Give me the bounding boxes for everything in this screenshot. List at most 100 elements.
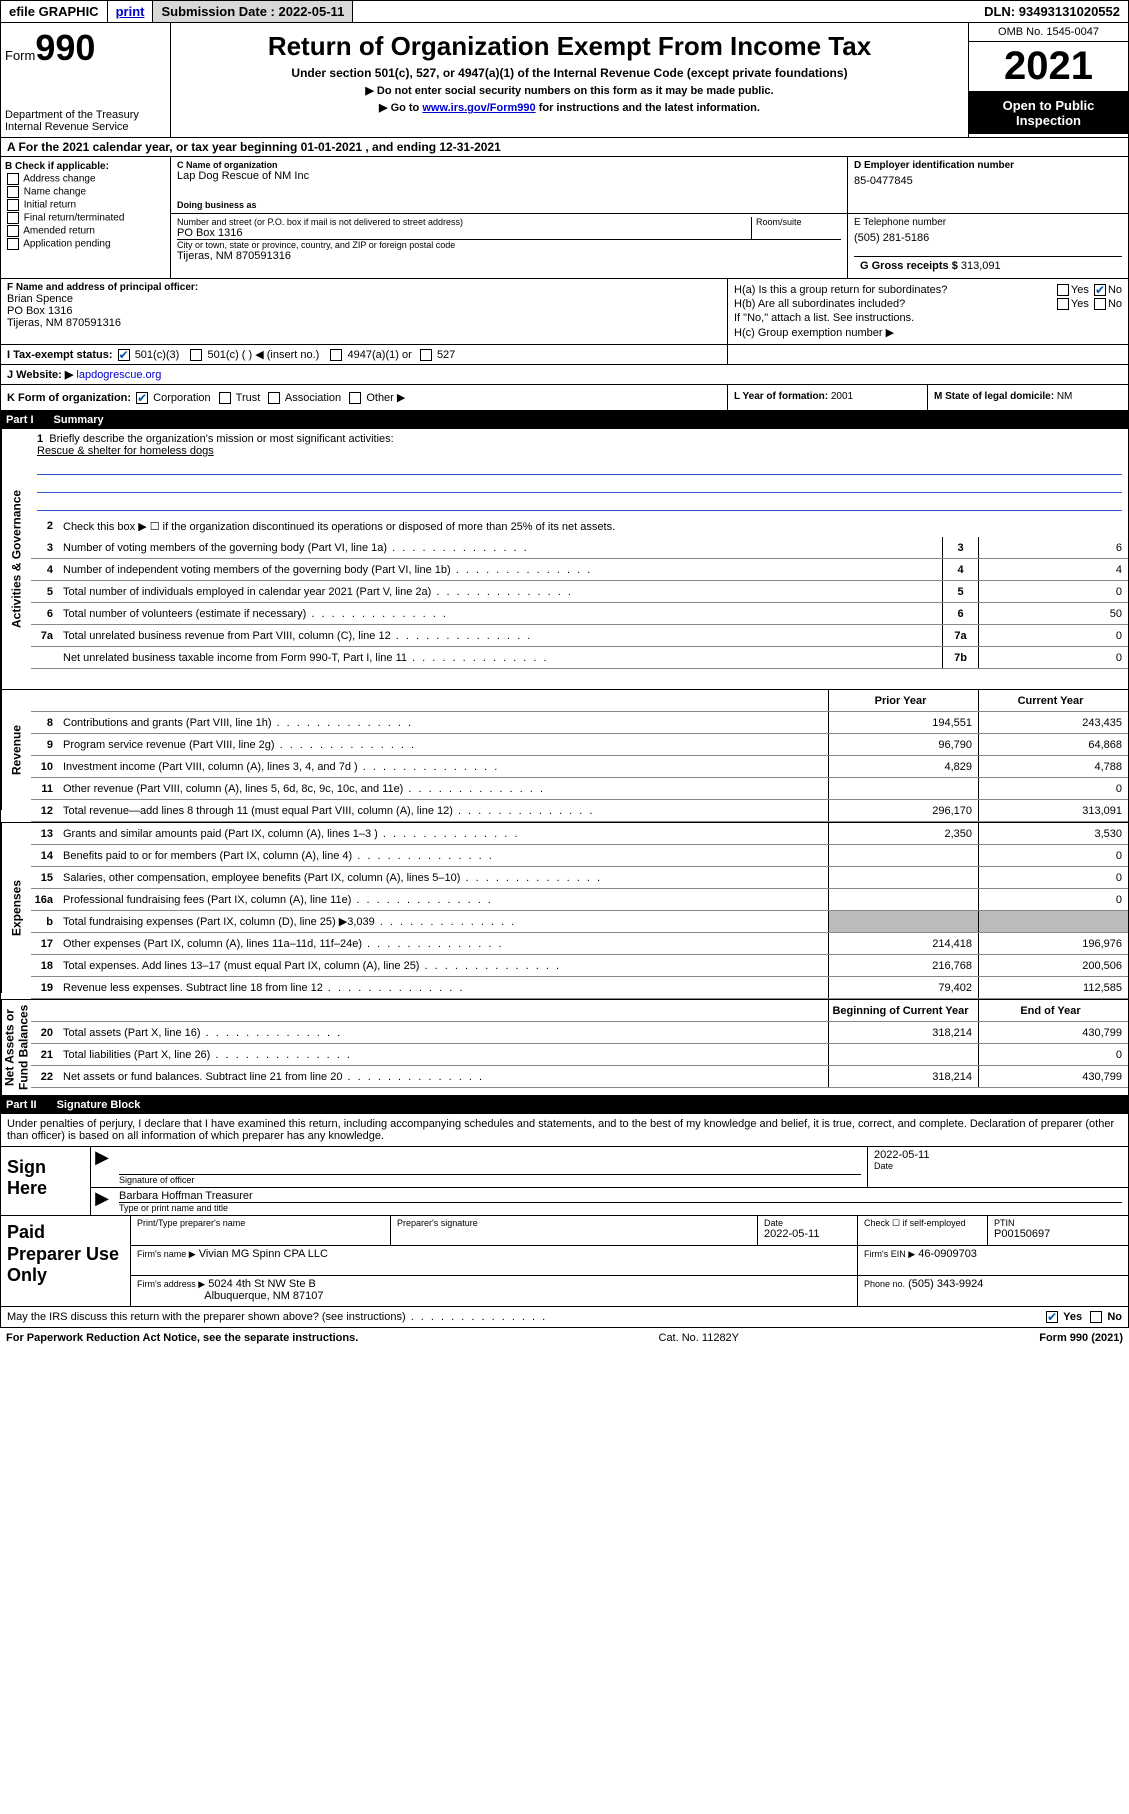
col-b-checkboxes: B Check if applicable: Address change Na… bbox=[1, 157, 171, 278]
summary-line: bTotal fundraising expenses (Part IX, co… bbox=[31, 911, 1128, 933]
discuss-yes[interactable] bbox=[1046, 1311, 1058, 1323]
summary-line: 15Salaries, other compensation, employee… bbox=[31, 867, 1128, 889]
row-j-website: J Website: ▶ lapdogrescue.org bbox=[0, 365, 1129, 385]
header-sub2: ▶ Do not enter social security numbers o… bbox=[179, 84, 960, 97]
fgh-block: F Name and address of principal officer:… bbox=[0, 279, 1129, 345]
summary-line: 4Number of independent voting members of… bbox=[31, 559, 1128, 581]
summary-line: 14Benefits paid to or for members (Part … bbox=[31, 845, 1128, 867]
sig-intro: Under penalties of perjury, I declare th… bbox=[0, 1114, 1129, 1147]
org-city: Tijeras, NM 870591316 bbox=[177, 250, 841, 262]
dln: DLN: 93493131020552 bbox=[976, 1, 1128, 22]
page-footer: For Paperwork Reduction Act Notice, see … bbox=[0, 1328, 1129, 1348]
header-mid: Return of Organization Exempt From Incom… bbox=[171, 23, 968, 137]
header-left: Form990 Department of the Treasury Inter… bbox=[1, 23, 171, 137]
cb-address-change[interactable]: Address change bbox=[5, 173, 166, 185]
form-header: Form990 Department of the Treasury Inter… bbox=[0, 23, 1129, 138]
org-name-cell: C Name of organization Lap Dog Rescue of… bbox=[171, 157, 848, 214]
cb-application-pending[interactable]: Application pending bbox=[5, 238, 166, 250]
top-bar: efile GRAPHIC print Submission Date : 20… bbox=[0, 0, 1129, 23]
header-sub3: ▶ Go to www.irs.gov/Form990 for instruct… bbox=[179, 101, 960, 114]
ein-value: 85-0477845 bbox=[854, 175, 1122, 187]
part-ii-header: Part II Signature Block bbox=[0, 1096, 1129, 1114]
submission-date: Submission Date : 2022-05-11 bbox=[153, 1, 353, 22]
summary-na: Net Assets or Fund Balances Beginning of… bbox=[0, 1000, 1129, 1096]
summary-line: Net unrelated business taxable income fr… bbox=[31, 647, 1128, 669]
row-a-taxyear: A For the 2021 calendar year, or tax yea… bbox=[0, 138, 1129, 157]
sign-here-label: Sign Here bbox=[1, 1147, 91, 1215]
form-ref: Form 990 (2021) bbox=[1039, 1332, 1123, 1344]
cb-initial-return[interactable]: Initial return bbox=[5, 199, 166, 211]
cb-501c3[interactable] bbox=[118, 349, 130, 361]
mission-block: 1 Briefly describe the organization's mi… bbox=[31, 429, 1128, 515]
summary-line: 22Net assets or fund balances. Subtract … bbox=[31, 1066, 1128, 1088]
form-number: 990 bbox=[35, 27, 95, 68]
irs-label: Internal Revenue Service bbox=[5, 121, 166, 133]
summary-line: 16aProfessional fundraising fees (Part I… bbox=[31, 889, 1128, 911]
ptin: P00150697 bbox=[994, 1228, 1122, 1240]
paid-preparer-label: Paid Preparer Use Only bbox=[1, 1216, 131, 1306]
summary-line: 21Total liabilities (Part X, line 26)0 bbox=[31, 1044, 1128, 1066]
mission-text: Rescue & shelter for homeless dogs bbox=[37, 445, 214, 457]
principal-officer: F Name and address of principal officer:… bbox=[1, 279, 728, 344]
header-sub1: Under section 501(c), 527, or 4947(a)(1)… bbox=[179, 66, 960, 80]
summary-line: 18Total expenses. Add lines 13–17 (must … bbox=[31, 955, 1128, 977]
summary-line: 7aTotal unrelated business revenue from … bbox=[31, 625, 1128, 647]
org-name: Lap Dog Rescue of NM Inc bbox=[177, 170, 841, 182]
cb-name-change[interactable]: Name change bbox=[5, 186, 166, 198]
summary-line: 13Grants and similar amounts paid (Part … bbox=[31, 823, 1128, 845]
tel-value: (505) 281-5186 bbox=[854, 232, 1122, 244]
website-link[interactable]: lapdogrescue.org bbox=[76, 369, 161, 381]
summary-rev: Revenue Prior Year Current Year 8Contrib… bbox=[0, 690, 1129, 823]
rev-header: Prior Year Current Year bbox=[31, 690, 1128, 712]
vside-exp: Expenses bbox=[1, 823, 31, 993]
h-questions: H(a) Is this a group return for subordin… bbox=[728, 279, 1128, 344]
summary-line: 12Total revenue—add lines 8 through 11 (… bbox=[31, 800, 1128, 822]
summary-line: 5Total number of individuals employed in… bbox=[31, 581, 1128, 603]
cb-amended-return[interactable]: Amended return bbox=[5, 225, 166, 237]
summary-line: 20Total assets (Part X, line 16)318,2144… bbox=[31, 1022, 1128, 1044]
summary-line: 3Number of voting members of the governi… bbox=[31, 537, 1128, 559]
discuss-row: May the IRS discuss this return with the… bbox=[0, 1307, 1129, 1328]
summary-ag: Activities & Governance 1 Briefly descri… bbox=[0, 429, 1129, 690]
summary-line: 11Other revenue (Part VIII, column (A), … bbox=[31, 778, 1128, 800]
summary-exp: Expenses 13Grants and similar amounts pa… bbox=[0, 823, 1129, 1000]
summary-line: 9Program service revenue (Part VIII, lin… bbox=[31, 734, 1128, 756]
irs-link[interactable]: www.irs.gov/Form990 bbox=[422, 102, 535, 114]
part-i-header: Part I Summary bbox=[0, 411, 1129, 429]
open-public: Open to Public Inspection bbox=[969, 92, 1128, 134]
col-cd: C Name of organization Lap Dog Rescue of… bbox=[171, 157, 1128, 278]
summary-line: 17Other expenses (Part IX, column (A), l… bbox=[31, 933, 1128, 955]
summary-line: 10Investment income (Part VIII, column (… bbox=[31, 756, 1128, 778]
dept-treasury: Department of the Treasury bbox=[5, 109, 166, 121]
na-header: Beginning of Current Year End of Year bbox=[31, 1000, 1128, 1022]
org-addr: PO Box 1316 bbox=[177, 227, 751, 239]
ha-no-checkbox[interactable] bbox=[1094, 284, 1106, 296]
addr-cell: Number and street (or P.O. box if mail i… bbox=[171, 214, 848, 278]
cat-no: Cat. No. 11282Y bbox=[358, 1332, 1039, 1344]
summary-line: 6Total number of volunteers (estimate if… bbox=[31, 603, 1128, 625]
vside-ag: Activities & Governance bbox=[1, 429, 31, 689]
cb-corporation[interactable] bbox=[136, 392, 148, 404]
paperwork-notice: For Paperwork Reduction Act Notice, see … bbox=[6, 1332, 358, 1344]
vside-rev: Revenue bbox=[1, 690, 31, 810]
officer-name: Barbara Hoffman Treasurer bbox=[119, 1190, 1122, 1203]
tax-year: 2021 bbox=[969, 42, 1128, 92]
gross-receipts: 313,091 bbox=[961, 260, 1001, 272]
row-i: I Tax-exempt status: 501(c)(3) 501(c) ( … bbox=[0, 345, 1129, 365]
vside-na: Net Assets or Fund Balances bbox=[1, 1000, 31, 1095]
summary-line: 19Revenue less expenses. Subtract line 1… bbox=[31, 977, 1128, 999]
omb-number: OMB No. 1545-0047 bbox=[969, 23, 1128, 42]
form-prefix: Form bbox=[5, 48, 35, 63]
firm-name: Vivian MG Spinn CPA LLC bbox=[199, 1248, 328, 1260]
print-link[interactable]: print bbox=[108, 1, 154, 22]
header-right: OMB No. 1545-0047 2021 Open to Public In… bbox=[968, 23, 1128, 137]
summary-line: 8Contributions and grants (Part VIII, li… bbox=[31, 712, 1128, 734]
paid-preparer-block: Paid Preparer Use Only Print/Type prepar… bbox=[0, 1216, 1129, 1307]
efile-label: efile GRAPHIC bbox=[1, 1, 108, 22]
cb-final-return[interactable]: Final return/terminated bbox=[5, 212, 166, 224]
ein-cell: D Employer identification number 85-0477… bbox=[848, 157, 1128, 214]
form-title: Return of Organization Exempt From Incom… bbox=[179, 31, 960, 62]
firm-ein: 46-0909703 bbox=[918, 1248, 977, 1260]
main-block: B Check if applicable: Address change Na… bbox=[0, 157, 1129, 279]
arrow-icon: ▶ bbox=[91, 1188, 113, 1215]
